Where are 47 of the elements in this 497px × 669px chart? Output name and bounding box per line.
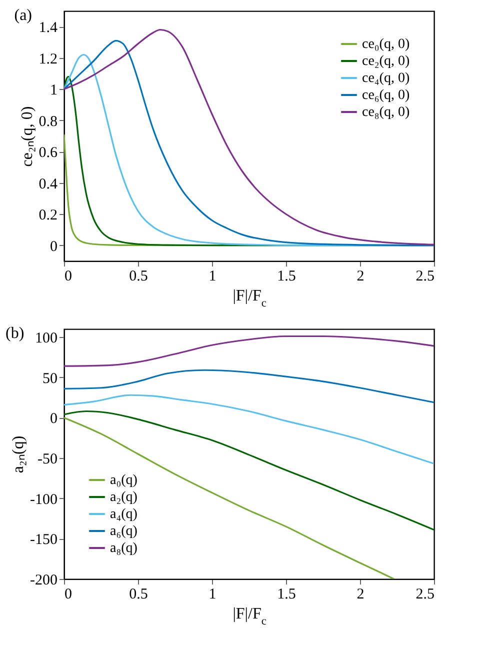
x-tick-label: 0.5 — [129, 268, 148, 284]
x-tick-label: 2 — [356, 268, 364, 284]
line-series — [64, 335, 434, 367]
x-axis-title: |F|/F$_{c}$ — [232, 288, 266, 310]
legend-label: ce₆(q, 0) — [362, 88, 410, 103]
legend-label: ce₈(q, 0) — [362, 105, 410, 120]
line-series — [64, 394, 434, 464]
x-tick-label: 1 — [208, 268, 216, 284]
y-tick-label: 100 — [35, 330, 58, 347]
y-tick-label: 0 — [50, 238, 58, 255]
y-tick-label: 0.8 — [38, 114, 58, 130]
x-tick-label: 2.5 — [416, 268, 434, 284]
y-tick-label: 0 — [50, 411, 58, 428]
x-tick-label: 1.5 — [277, 268, 296, 284]
legend-label: a₈(q) — [110, 541, 138, 556]
y-tick-label: -200 — [30, 572, 58, 588]
y-tick-label: 1.4 — [38, 20, 58, 36]
legend-label: ce₄(q, 0) — [362, 71, 410, 86]
x-tick-label: 2.5 — [416, 586, 434, 602]
y-tick-label: 1.2 — [38, 51, 58, 68]
y-tick-label: 1 — [50, 82, 58, 99]
x-tick-label: 1 — [208, 586, 216, 602]
legend-label: ce₀(q, 0) — [362, 37, 410, 52]
y-tick-label: 0.4 — [38, 176, 58, 192]
legend-label: a₄(q) — [110, 507, 138, 522]
x-tick-label: 0.5 — [129, 586, 148, 602]
y-tick-label: 50 — [42, 370, 58, 387]
x-tick-label: 1.5 — [277, 586, 296, 602]
chart-title: (a) — [14, 7, 32, 24]
x-tick-label: 0 — [64, 586, 72, 602]
chart-title: (b) — [6, 325, 24, 342]
legend-label: a₆(q) — [110, 524, 138, 539]
x-axis-title: |F|/F$_{c}$ — [232, 606, 266, 628]
line-series — [64, 369, 434, 404]
legend-label: ce₂(q, 0) — [362, 54, 410, 69]
y-axis-title: ce₂ₙ(q, 0) — [18, 106, 36, 167]
x-tick-label: 2 — [356, 586, 364, 602]
legend-label: a₂(q) — [110, 490, 138, 505]
y-tick-label: 0.2 — [38, 208, 58, 224]
y-tick-label: 0.6 — [38, 145, 58, 162]
y-axis-title: a₂ₙ(q) — [10, 436, 28, 474]
legend-label: a₀(q) — [110, 473, 138, 488]
y-tick-label: -150 — [30, 532, 58, 548]
line-series — [64, 416, 395, 579]
x-tick-label: 0 — [64, 268, 72, 284]
y-tick-label: -100 — [30, 492, 58, 508]
y-tick-label: -50 — [38, 452, 58, 468]
